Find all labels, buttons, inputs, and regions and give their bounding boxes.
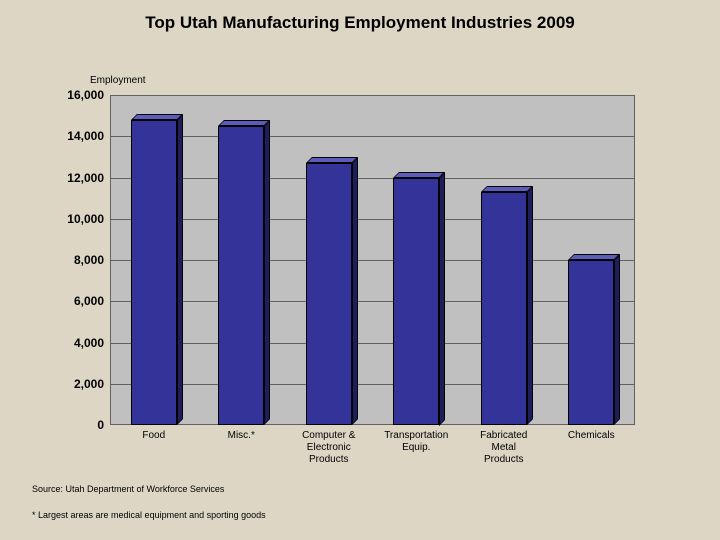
y-tick-label: 0 <box>97 418 110 432</box>
chart-plot-area: 02,0004,0006,0008,00010,00012,00014,0001… <box>110 95 635 425</box>
bar-front <box>306 163 352 425</box>
y-tick-label: 14,000 <box>67 129 110 143</box>
bar-slot <box>198 95 286 425</box>
y-tick-label: 6,000 <box>74 294 110 308</box>
bar-slot <box>285 95 373 425</box>
bar-side <box>352 157 358 425</box>
bar-front <box>393 178 439 426</box>
bar-slot <box>548 95 636 425</box>
x-axis-label: Computer & Electronic Products <box>285 430 373 466</box>
bar <box>218 126 264 425</box>
x-axis-label: Fabricated Metal Products <box>460 430 548 466</box>
bar <box>393 178 439 426</box>
bar-slot <box>373 95 461 425</box>
chart-title: Top Utah Manufacturing Employment Indust… <box>0 0 720 33</box>
bars-container <box>110 95 635 425</box>
bar-front <box>481 192 527 425</box>
y-tick-label: 8,000 <box>74 253 110 267</box>
bar <box>131 120 177 425</box>
bar-slot <box>110 95 198 425</box>
x-axis-label: Misc.* <box>198 430 286 466</box>
y-tick-label: 2,000 <box>74 377 110 391</box>
bar-side <box>439 172 445 426</box>
y-tick-label: 4,000 <box>74 336 110 350</box>
x-axis-label: Transportation Equip. <box>373 430 461 466</box>
bar-side <box>264 120 270 425</box>
y-tick-label: 10,000 <box>67 212 110 226</box>
bar-front <box>131 120 177 425</box>
y-tick-label: 16,000 <box>67 88 110 102</box>
note-footnote: * Largest areas are medical equipment an… <box>32 510 266 520</box>
bar <box>568 260 614 425</box>
x-axis-label: Food <box>110 430 198 466</box>
bar-slot <box>460 95 548 425</box>
y-tick-label: 12,000 <box>67 171 110 185</box>
bar-front <box>218 126 264 425</box>
y-axis-title: Employment <box>90 75 146 86</box>
bar <box>481 192 527 425</box>
bar-side <box>527 186 533 425</box>
x-axis-labels: FoodMisc.*Computer & Electronic Products… <box>110 430 635 466</box>
x-axis-label: Chemicals <box>548 430 636 466</box>
bar-side <box>614 254 620 425</box>
source-footnote: Source: Utah Department of Workforce Ser… <box>32 484 224 494</box>
bar-side <box>177 114 183 425</box>
bar-front <box>568 260 614 425</box>
bar <box>306 163 352 425</box>
